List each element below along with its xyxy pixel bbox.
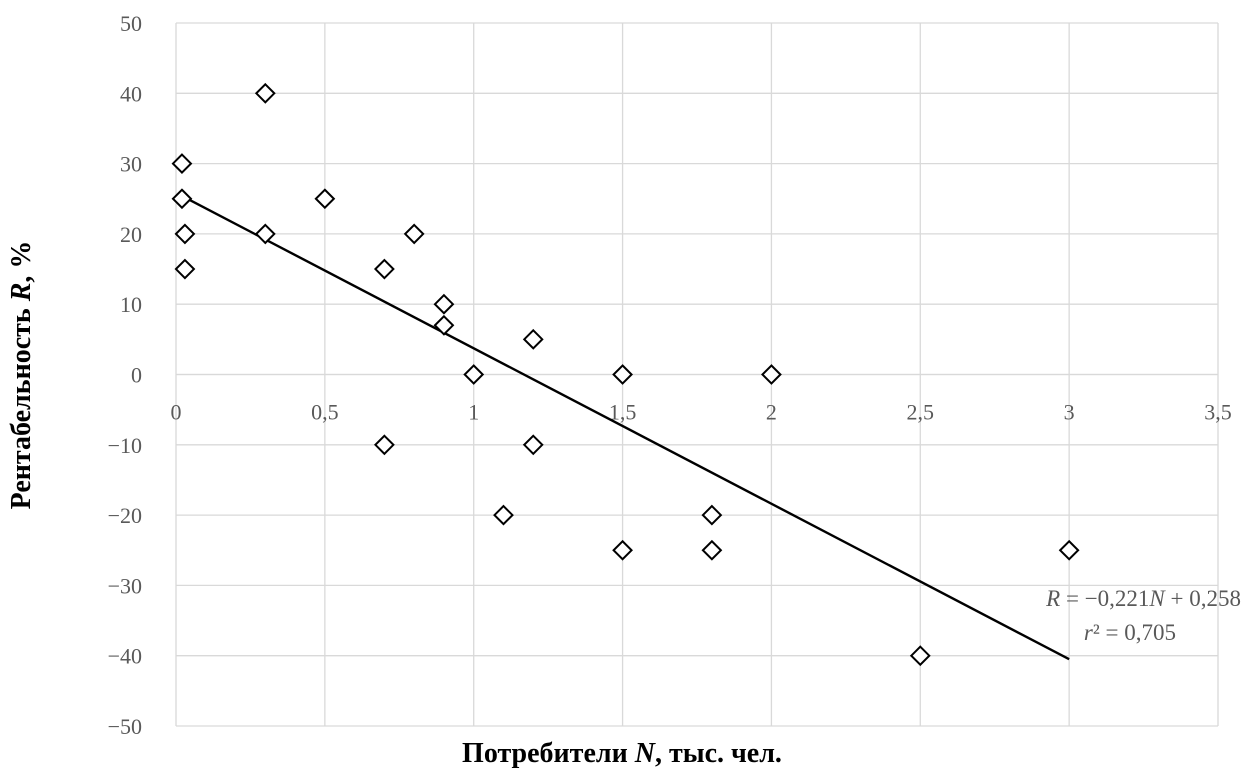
y-axis-title-main: Рентабельность [6,301,37,509]
data-point [174,223,196,245]
data-point [612,364,633,385]
y-tick-label: −50 [108,714,142,739]
trend-r-squared: r² = 0,705 [1084,620,1176,645]
x-tick-label: 0 [171,400,182,425]
data-point [1058,539,1080,561]
eq-var-n: N [1148,586,1166,611]
y-tick-label: −40 [108,644,142,669]
x-tick-label: 0,5 [311,400,339,425]
eq-var-r: R [1045,586,1060,611]
data-points [171,82,1080,667]
y-tick-label: −10 [108,433,142,458]
data-point [701,539,723,561]
rsq-value: ² = 0,705 [1093,620,1176,645]
y-tick-label: 0 [131,363,142,388]
data-point [403,223,425,245]
x-axis-title-main: Потребители [462,738,635,769]
y-tick-label: −30 [108,573,142,598]
x-tick-label: 3,5 [1204,400,1232,425]
data-point [373,258,395,280]
x-tick-label: 3 [1064,400,1075,425]
data-point [909,645,931,667]
x-tick-label: 2,5 [907,400,935,425]
x-tick-label: 1 [468,400,479,425]
y-tick-labels: −50 −40 −30 −20 −10 0 10 20 30 40 50 [108,11,142,739]
rsq-var: r [1084,620,1094,645]
y-tick-label: −20 [108,503,142,528]
y-tick-label: 10 [120,292,142,317]
x-tick-labels: 0 0,5 1 1,5 2 2,5 3 3,5 [171,400,1232,425]
data-point [463,364,485,385]
y-tick-label: 20 [120,222,142,247]
data-point [254,82,276,104]
y-tick-label: 30 [120,152,142,177]
data-point [493,504,514,526]
data-point [171,153,193,175]
trendline-group [181,194,1070,661]
trend-equation: R = −0,221N + 0,258 [1045,586,1241,611]
y-axis-title: Рентабельность R, % [6,241,37,510]
data-point [171,188,193,210]
x-axis-title-rest: , тыс. чел. [655,738,782,769]
x-axis-title-var: N [634,738,657,769]
y-axis-title-rest: , % [6,241,37,283]
eq-part-coef: = −0,221 [1060,586,1149,611]
data-point [314,188,336,210]
eq-part-intercept: + 0,258 [1165,586,1241,611]
x-tick-label: 2 [766,400,777,425]
data-point [373,434,395,456]
y-tick-label: 50 [120,11,142,36]
data-point [522,328,544,350]
data-point [761,364,782,385]
data-point [433,293,455,315]
y-axis-title-var: R [6,283,37,303]
data-point [433,314,455,336]
y-tick-label: 40 [120,81,142,106]
data-point [522,434,544,456]
data-point [701,504,723,526]
data-point [254,223,276,245]
x-axis-title: Потребители N, тыс. чел. [462,738,782,769]
data-point [612,539,633,561]
trendline [181,194,1070,661]
data-point [174,258,196,280]
